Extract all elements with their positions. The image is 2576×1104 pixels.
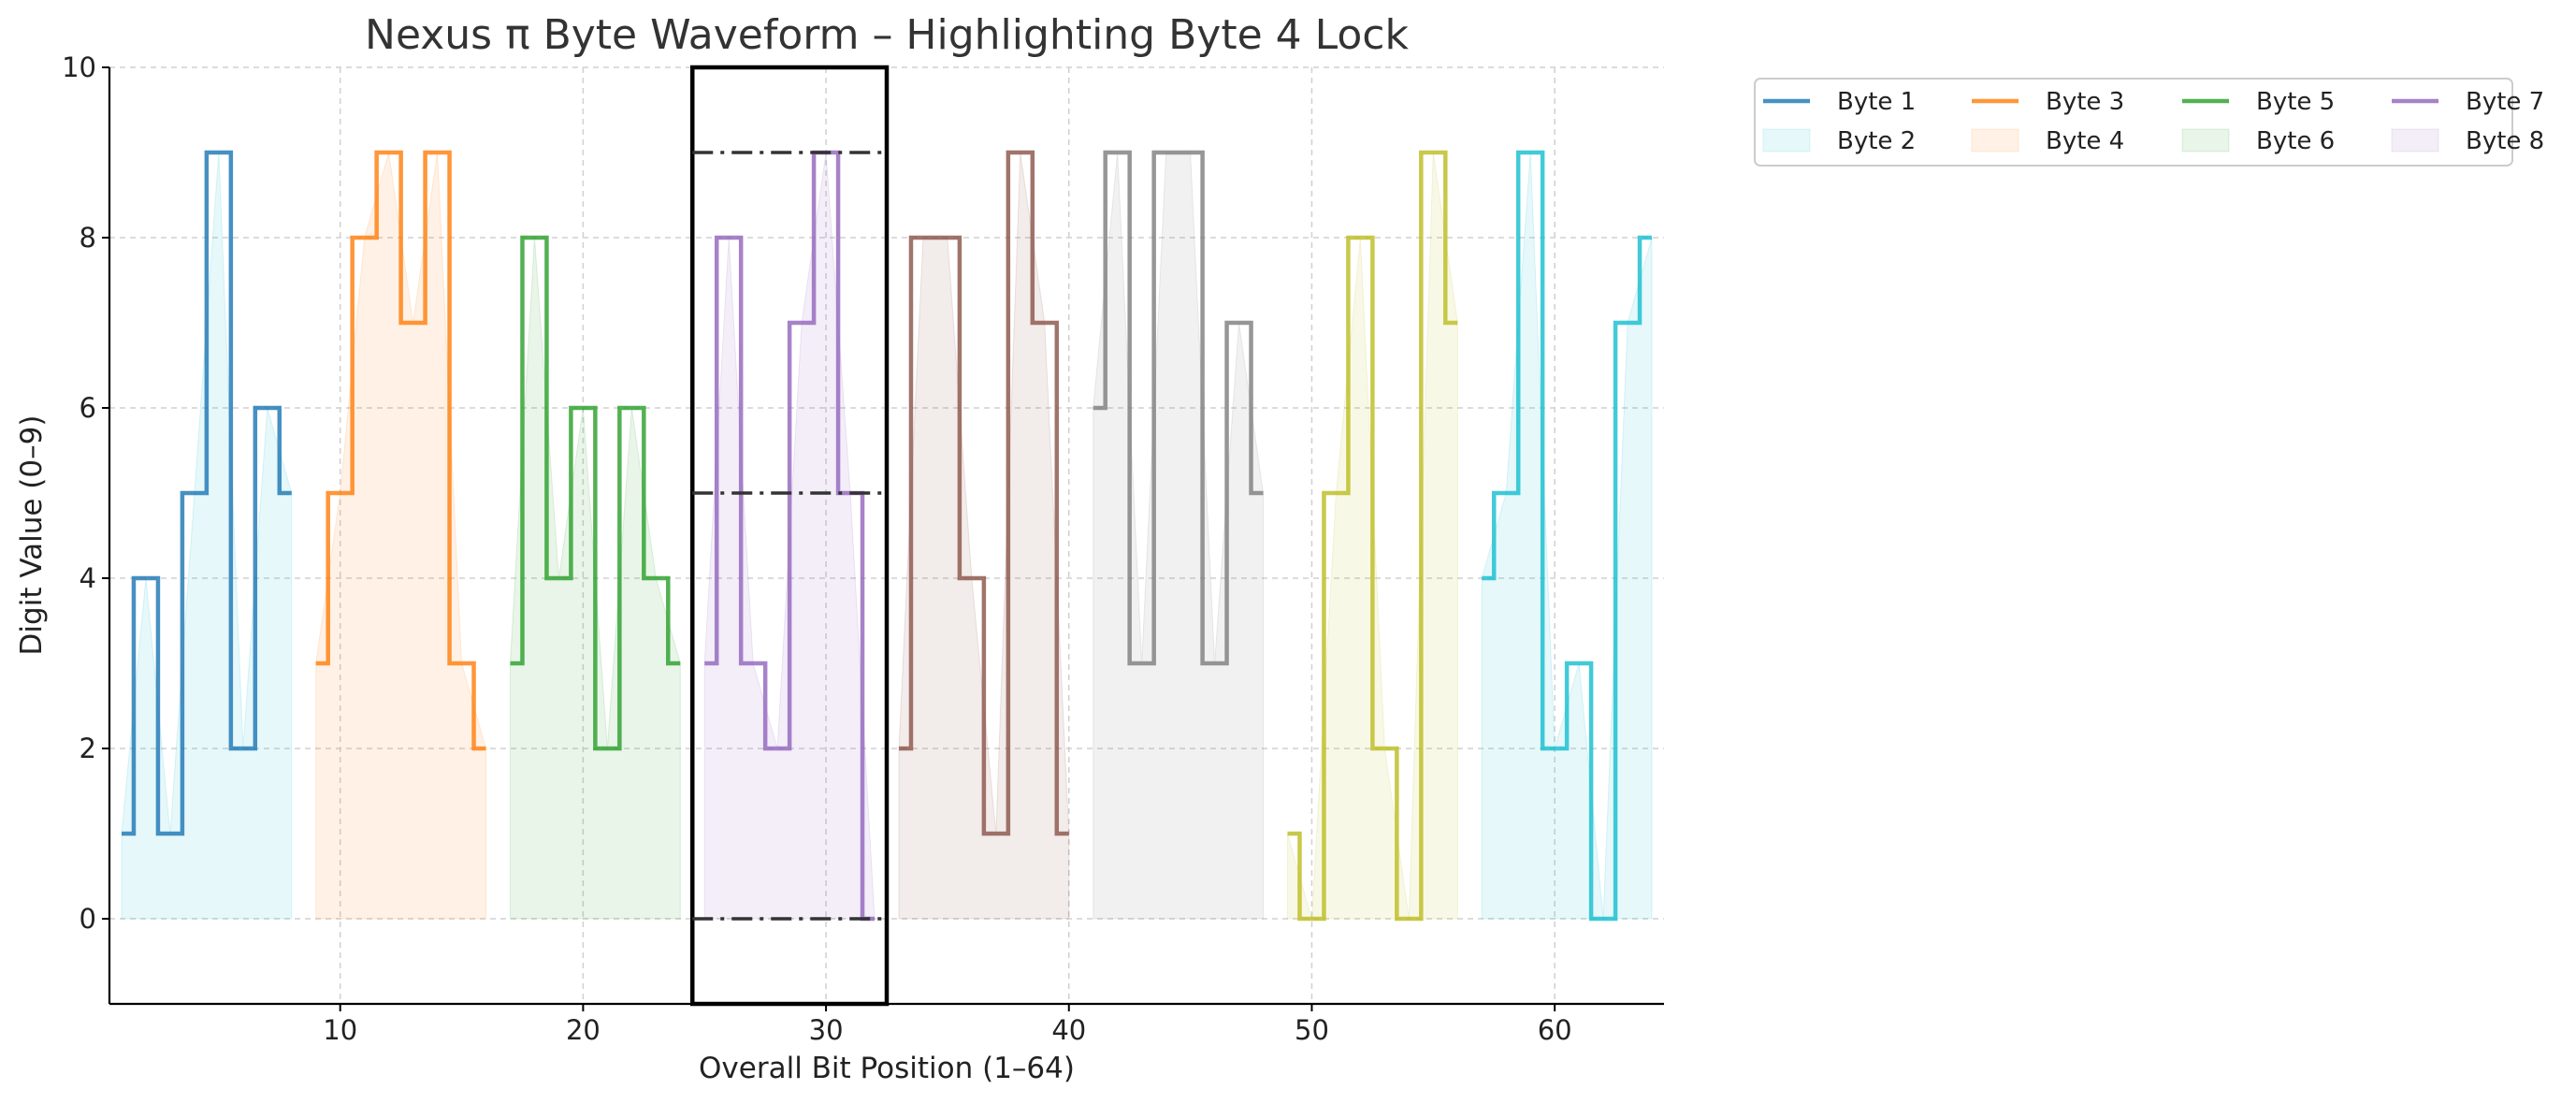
byte-step-lines [121,150,1653,922]
legend-label: Byte 8 [2466,127,2544,155]
legend-label: Byte 6 [2256,127,2335,155]
byte-step-line [510,235,681,751]
y-tick-label: 6 [80,392,96,424]
y-tick-label: 2 [80,733,96,764]
legend-label: Byte 5 [2256,88,2335,116]
legend-patch-swatch [1971,128,2019,153]
legend-patch-swatch [2181,128,2230,153]
ticks: 10 20 30 40 50 60 0 2 4 6 8 10 [62,51,1572,1046]
x-tick-label: 60 [1538,1014,1572,1046]
x-tick-label: 50 [1295,1014,1329,1046]
legend-label: Byte 4 [2046,127,2124,155]
byte-step-line [1093,150,1264,666]
y-tick-label: 0 [80,903,96,935]
y-tick-label: 10 [62,51,96,83]
byte-step-line [315,150,486,751]
y-axis-label: Digit Value (0–9) [15,415,49,656]
legend-label: Byte 1 [1837,88,1916,116]
legend-label: Byte 2 [1837,127,1916,155]
legend-frame [1754,78,2513,167]
y-tick-label: 8 [80,222,96,254]
byte-step-line [898,150,1069,836]
byte-fill-area [1481,152,1653,920]
x-tick-label: 20 [566,1014,601,1046]
byte-fill-area [1093,152,1265,920]
byte-step-line [1482,150,1653,922]
legend-label: Byte 7 [2466,88,2544,116]
byte-step-line [1287,150,1458,922]
x-tick-label: 40 [1051,1014,1086,1046]
legend-patch-swatch [1762,128,1811,153]
legend: Byte 1 Byte 2 Byte 3 Byte 4 Byte 5 Byte 6 Byte… [1754,78,2544,167]
legend-label: Byte 3 [2046,88,2124,116]
chart-title: Nexus π Byte Waveform – Highlighting Byt… [365,11,1409,59]
x-tick-label: 30 [809,1014,844,1046]
y-tick-label: 4 [80,562,96,594]
x-tick-label: 10 [323,1014,357,1046]
byte-step-line [121,150,292,836]
axes [108,67,1664,1006]
legend-patch-swatch [2391,128,2439,153]
x-axis-label: Overall Bit Position (1–64) [699,1052,1075,1085]
